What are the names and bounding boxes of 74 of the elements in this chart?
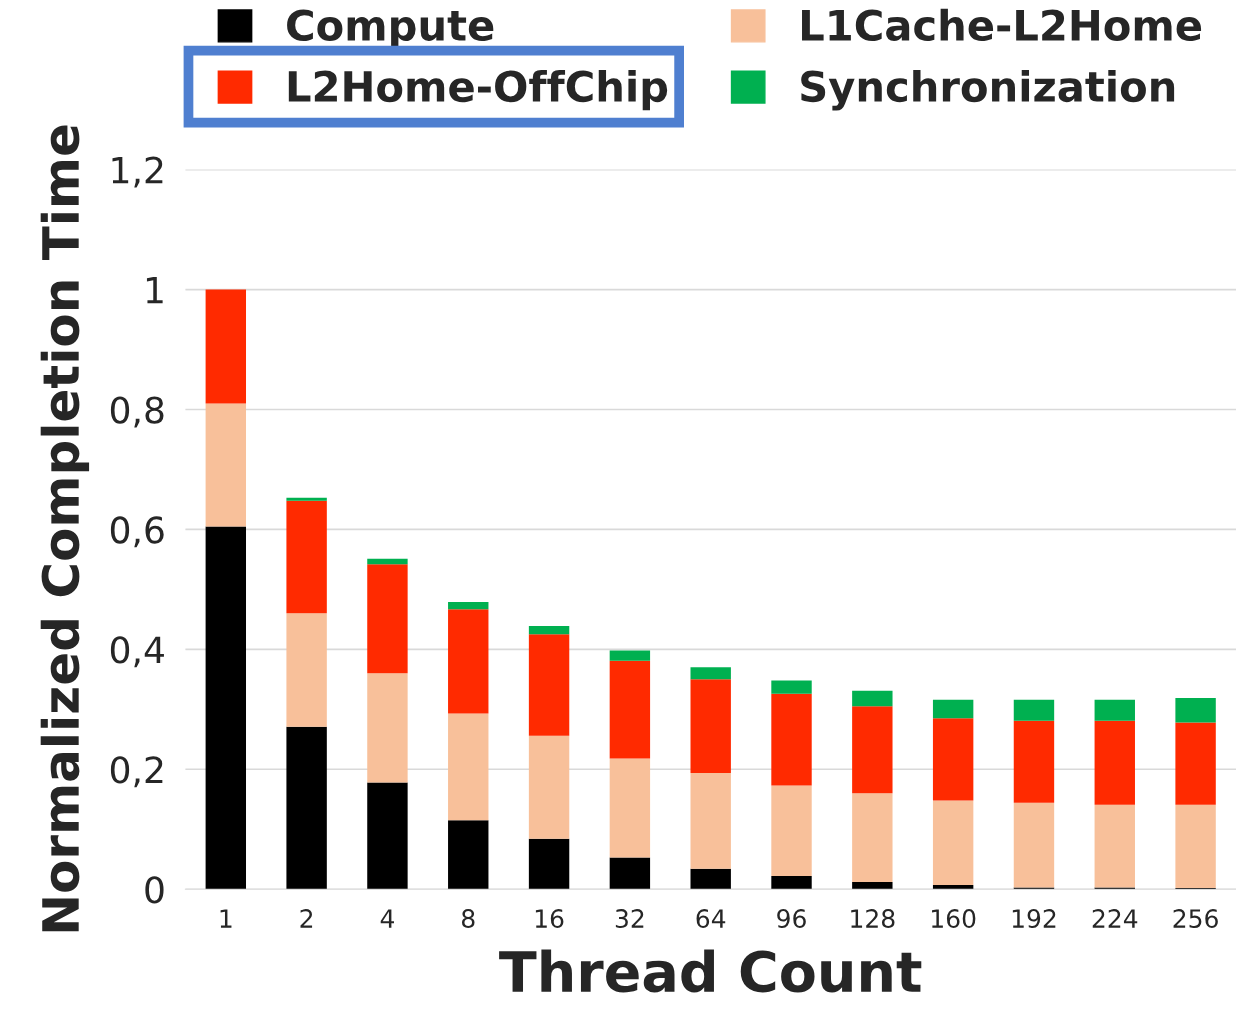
y-tick-label: 0,2 [110,756,163,788]
y-tick-label: 0,6 [110,516,164,548]
x-tick-label: 96 [777,909,806,929]
y-tick-label: 1 [146,276,163,304]
y-tick-label: 0 [145,876,164,904]
y-axis-title: Normalized Completion Time [40,125,90,932]
bar [771,680,812,694]
bar [932,718,974,801]
legend-label: Synchronization [801,69,1175,111]
bar [367,673,408,783]
bar [205,526,247,890]
y-tick-label: 0,8 [110,396,164,428]
x-tick-label: 8 [462,909,475,929]
bar [852,793,893,883]
bar [448,820,489,890]
bar [609,650,651,661]
bar [1013,802,1055,888]
bar [852,690,893,707]
bar [205,403,247,527]
x-tick-label: 64 [696,909,726,929]
bar [609,660,651,759]
bar [690,772,731,869]
y-tick-label: 1,2 [112,156,163,188]
y-tick-label: 0,4 [110,636,164,668]
bar [690,667,731,680]
bar [448,601,489,610]
bar [771,876,812,890]
legend-label: L2Home-OffChip [288,69,668,111]
bar [205,289,247,404]
x-axis-title: Thread Count [499,949,922,993]
x-tick-label: 160 [932,909,976,929]
bar [852,882,893,890]
x-tick-label: 1 [220,909,232,928]
bar [448,713,489,821]
x-tick-label: 4 [380,909,394,928]
bar [1094,720,1135,805]
x-tick-label: 2 [300,909,313,928]
bar [1013,720,1055,803]
bar [690,868,731,890]
x-tick-label: 128 [851,909,895,929]
bar [528,735,570,839]
bar [1013,699,1055,721]
bar [367,782,408,890]
bar [690,679,731,773]
x-tick-label: 16 [535,909,564,929]
bar [528,625,570,635]
x-tick-label: 256 [1173,909,1218,929]
legend-label: Compute [287,9,494,50]
bar [448,609,489,714]
bar [852,706,893,794]
bar [528,838,570,890]
bar [286,613,327,727]
x-tick-label: 32 [615,909,644,929]
bar [367,558,408,565]
bar [771,693,812,786]
bar [609,758,651,858]
bar [932,699,974,719]
bar [932,800,974,886]
bar [609,857,651,890]
bar [286,500,327,614]
bar [286,497,327,501]
bar [932,885,974,890]
x-tick-label: 192 [1012,909,1056,929]
bar [1094,699,1135,721]
bar [528,634,570,736]
bar [367,564,408,674]
bar [1094,804,1135,888]
bar [1175,697,1216,723]
bar [1175,804,1216,889]
x-tick-label: 224 [1092,909,1138,928]
bar [1175,722,1216,805]
bar [286,726,327,890]
legend-label: L1Cache-L2Home [802,8,1202,41]
bar [771,785,812,877]
